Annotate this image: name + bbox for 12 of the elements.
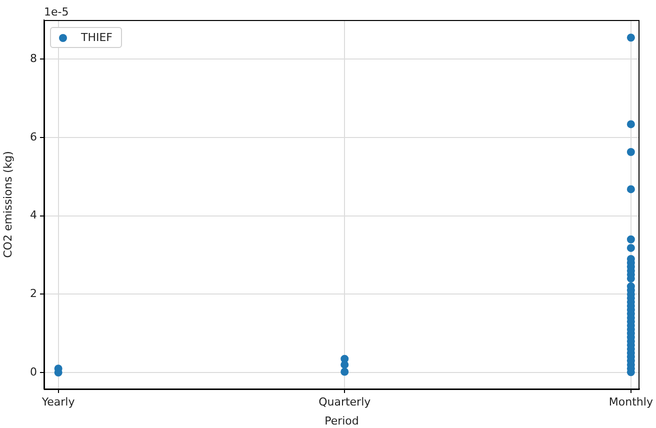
y-tick-label: 0 [30,365,37,378]
y-tick-label: 2 [30,287,37,300]
x-axis-title: Period [324,414,359,428]
x-tick-label: Quarterly [318,395,372,408]
y-tick-label: 6 [30,130,37,144]
y-tick-label: 8 [30,52,37,66]
y-axis-title: CO2 emissions (kg) [1,151,14,258]
x-tick-label: Monthly [608,395,654,408]
legend-label: THIEF [81,31,113,44]
x-tick-label: Yearly [40,395,76,408]
text: 1e-5 [44,5,69,18]
y-tick-label: 4 [30,208,37,222]
